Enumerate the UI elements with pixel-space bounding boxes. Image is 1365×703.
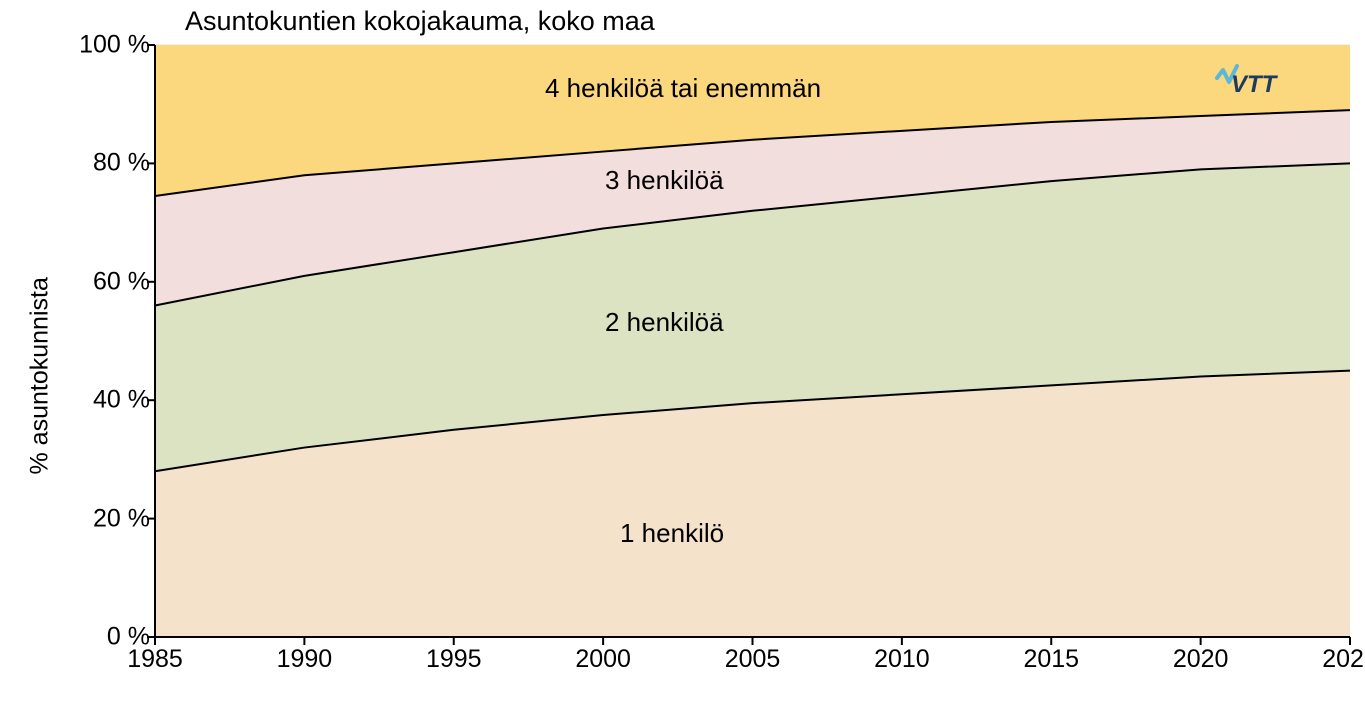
y-tick-label: 40 % xyxy=(93,386,150,415)
y-axis-title: % asuntokunnista xyxy=(26,277,55,474)
series-label: 4 henkilöä tai enemmän xyxy=(545,73,821,104)
x-tick-label: 2025 xyxy=(1322,645,1365,674)
x-tick-label: 2005 xyxy=(725,645,781,674)
vtt-logo: VTT xyxy=(1215,60,1300,100)
x-tick-label: 2015 xyxy=(1023,645,1079,674)
x-tick-label: 1995 xyxy=(426,645,482,674)
chart-title: Asuntokuntien kokojakauma, koko maa xyxy=(185,6,655,37)
x-tick-label: 2010 xyxy=(874,645,930,674)
x-tick-label: 1985 xyxy=(127,645,183,674)
chart-container: Asuntokuntien kokojakauma, koko maa % as… xyxy=(0,0,1365,703)
series-label: 3 henkilöä xyxy=(605,165,724,196)
x-tick-label: 2020 xyxy=(1173,645,1229,674)
y-tick-label: 60 % xyxy=(93,267,150,296)
x-tick-label: 2000 xyxy=(575,645,631,674)
y-tick-label: 80 % xyxy=(93,149,150,178)
series-label: 2 henkilöä xyxy=(605,307,724,338)
plot-area xyxy=(155,45,1350,637)
x-tick-label: 1990 xyxy=(277,645,333,674)
y-tick-label: 100 % xyxy=(79,31,150,60)
logo-text: VTT xyxy=(1231,71,1279,98)
series-label: 1 henkilö xyxy=(620,518,724,549)
y-tick-label: 20 % xyxy=(93,504,150,533)
